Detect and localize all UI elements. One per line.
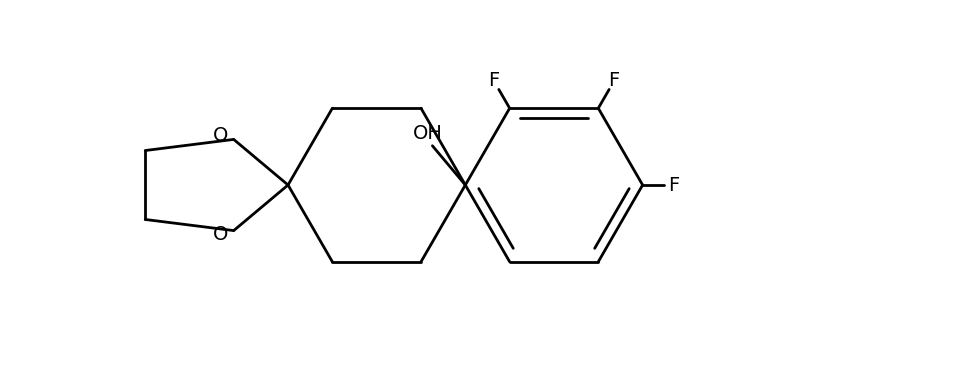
Text: O: O	[213, 126, 229, 145]
Text: F: F	[609, 71, 619, 90]
Text: F: F	[668, 175, 680, 195]
Text: OH: OH	[413, 124, 442, 144]
Text: O: O	[213, 225, 229, 244]
Text: F: F	[488, 71, 500, 90]
